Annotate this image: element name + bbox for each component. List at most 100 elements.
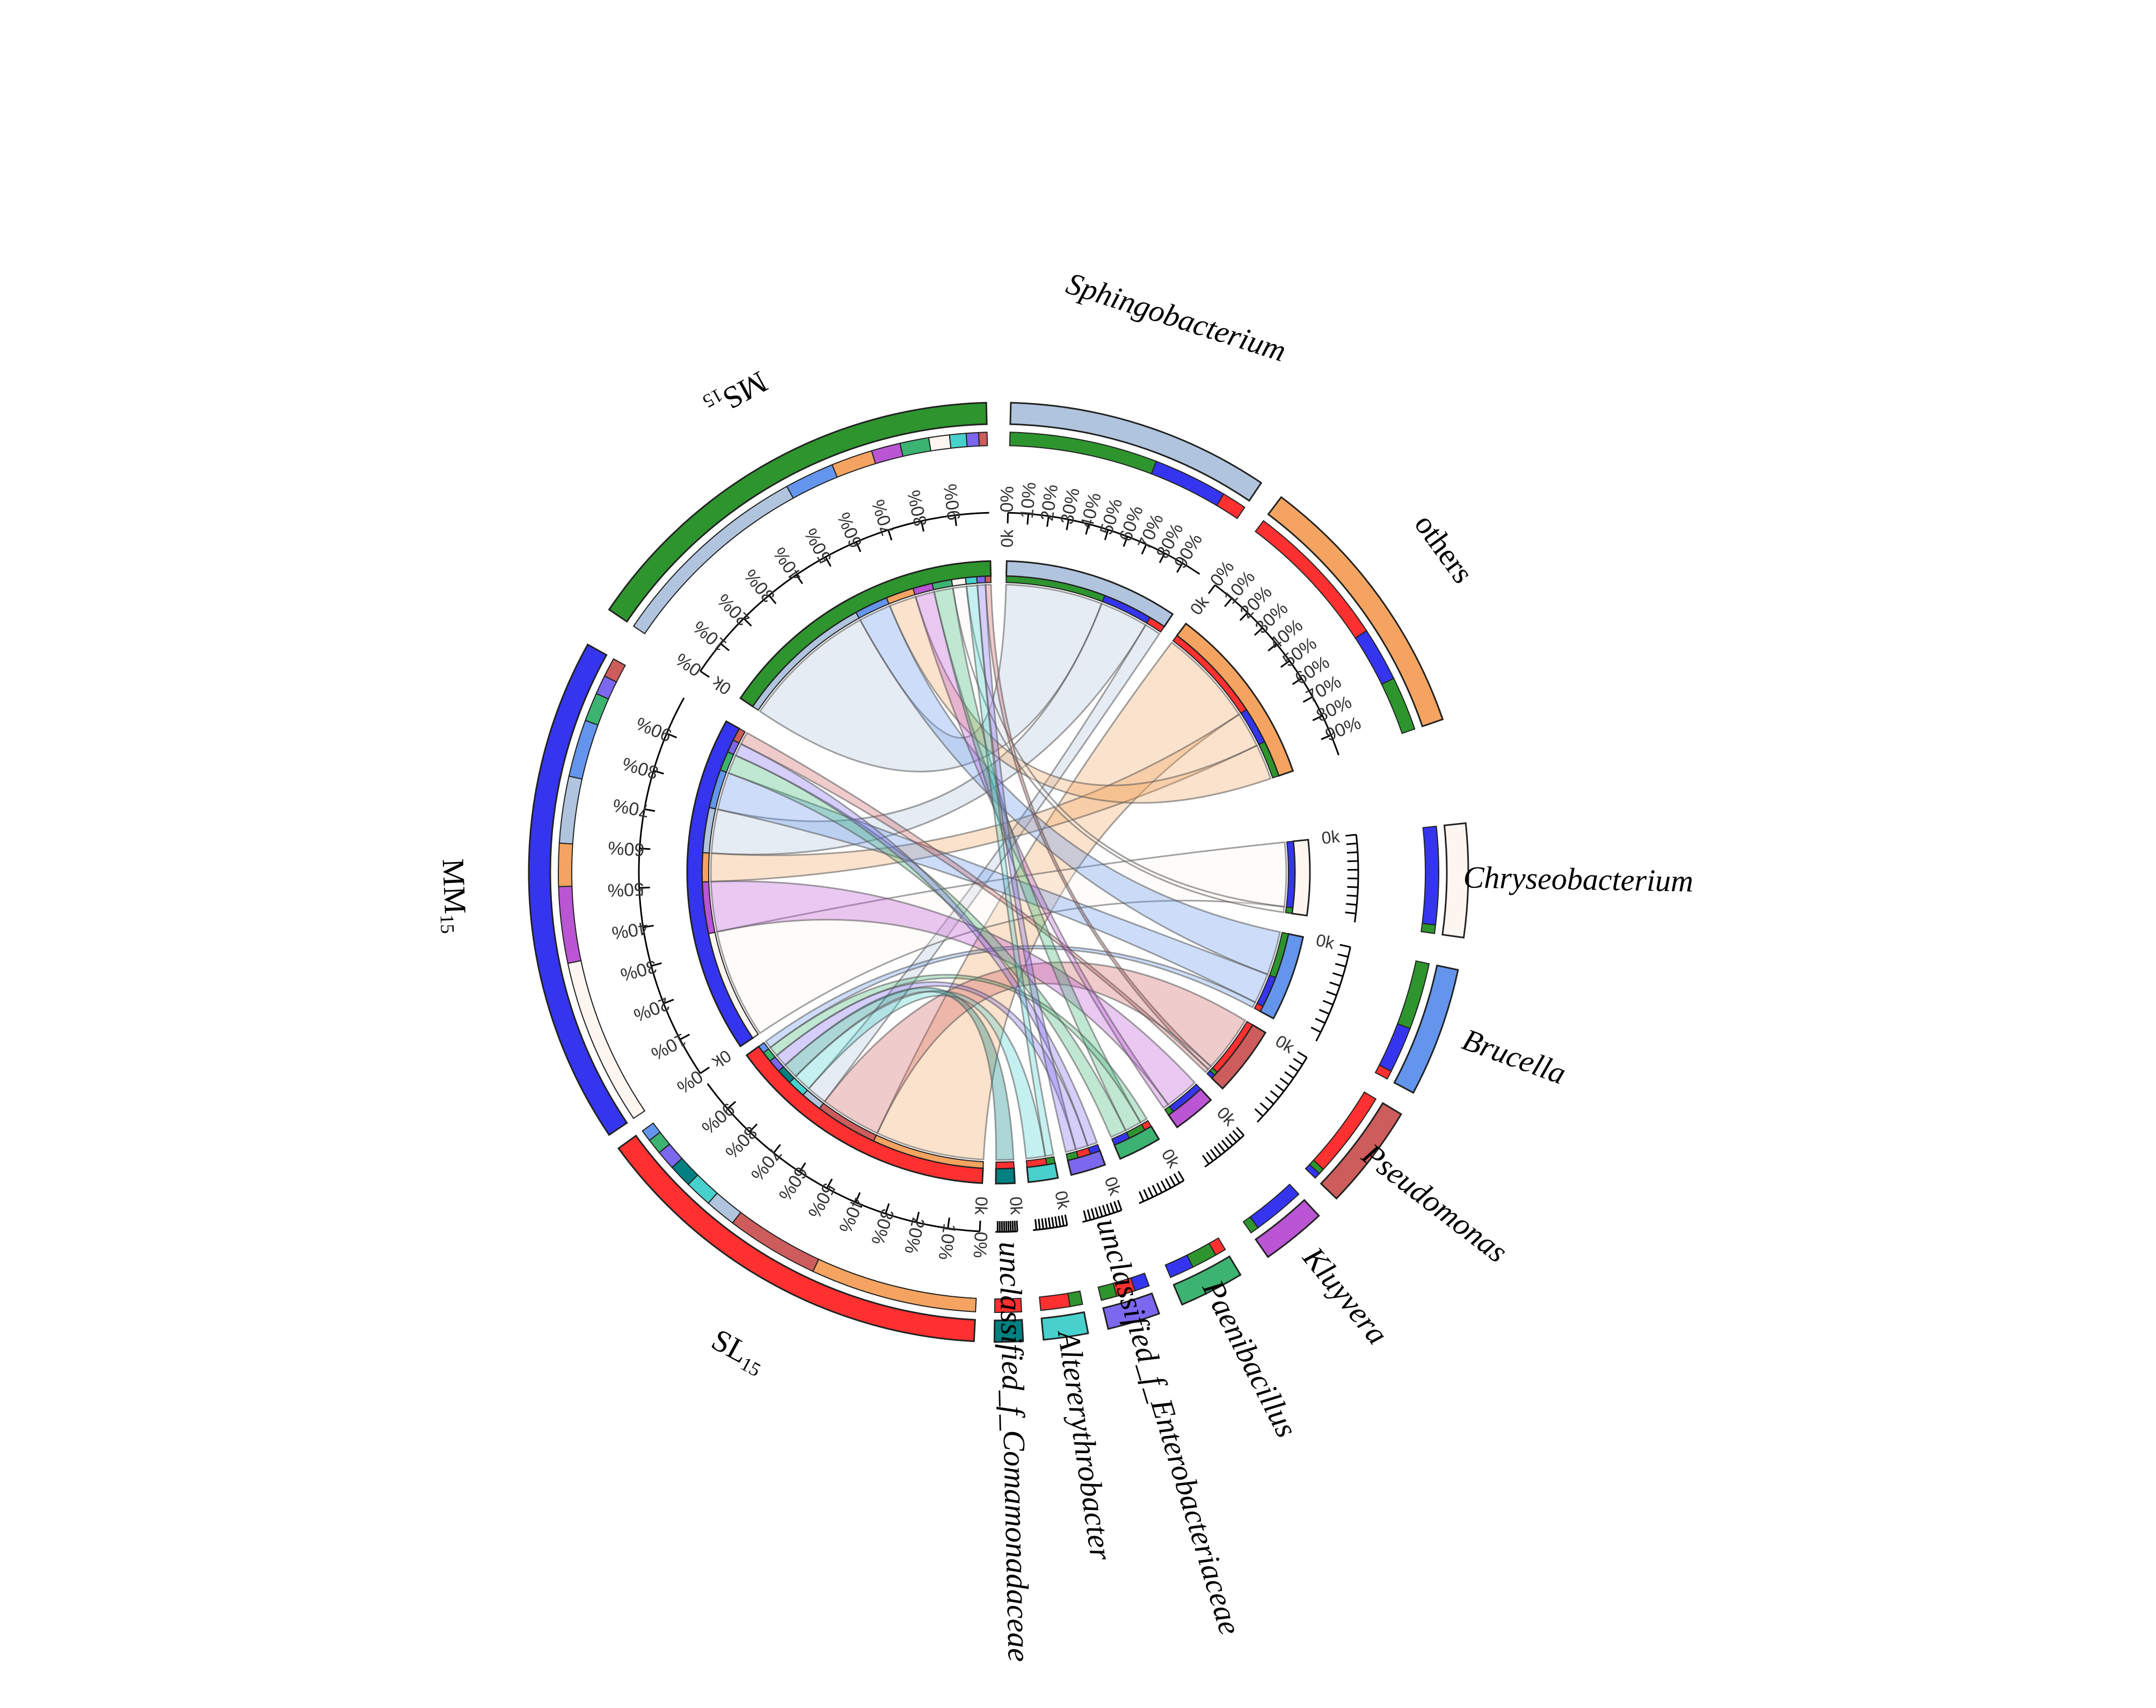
- stack-segment-ms-unclassified-f-enterobacteriaceae: [965, 432, 980, 448]
- tick-sphingobacterium-3: [1066, 519, 1070, 530]
- zero-label-unclassified-f-comamonadaceae: 0k: [1006, 1196, 1026, 1216]
- tick-altererythrobacter-1: [1061, 1215, 1065, 1227]
- tick-altererythrobacter-8: [1038, 1218, 1041, 1230]
- tick-unclassified-f-enterobacteriaceae-1: [1113, 1201, 1119, 1212]
- stack-segment-mm-paenibacillus: [585, 692, 609, 726]
- outer-band-ms: [608, 402, 988, 623]
- stack-segment-chryseobacterium-mm: [1422, 826, 1439, 926]
- stack-segment-mm-sphingobacterium: [558, 775, 583, 845]
- stack-segment-mm-kluyvera: [558, 885, 582, 964]
- tick-unclassified-f-enterobacteriaceae-0: [1117, 1200, 1123, 1211]
- inner-stripe-ms-pseudomonas: [985, 575, 992, 583]
- pct-label-ms-9: 90%: [940, 483, 965, 521]
- tick-mm-5: [639, 886, 650, 889]
- inner-stripe-ms-altererythrobacter: [965, 576, 978, 585]
- stack-segment-sl-brucella: [642, 1122, 661, 1141]
- tick-brucella-5: [1326, 990, 1337, 996]
- tick-kluyvera-5: [1217, 1143, 1226, 1152]
- ribbon-mm-others: [710, 713, 1258, 883]
- ribbon-sl-paenibacillus: [769, 974, 1148, 1124]
- pct-label-mm-3: 30%: [618, 956, 659, 985]
- tick-others-3: [1254, 627, 1263, 636]
- zero-label-ms: 0k: [708, 673, 734, 699]
- stack-segment-ms-chryseobacterium: [928, 434, 952, 452]
- sector-name-paenibacillus: Paenibacillus: [1196, 1274, 1305, 1443]
- pct-label-mm-1: 10%: [648, 1029, 690, 1064]
- tick-others-1: [1224, 597, 1233, 607]
- stack-segment-brucella-sl: [1374, 1064, 1392, 1080]
- pct-label-mm-7: 70%: [611, 794, 651, 821]
- zero-label-others: 0k: [1186, 592, 1213, 618]
- sector-name-mm: MM15: [434, 858, 474, 934]
- tick-axis-brucella: [1315, 946, 1351, 1042]
- pct-label-ms-2: 20%: [713, 589, 754, 630]
- outer-band-mm: [528, 643, 628, 1136]
- tick-axis-sphingobacterium: [1008, 512, 1200, 575]
- pct-label-ms-7: 70%: [868, 497, 899, 538]
- pct-label-ms-8: 80%: [904, 488, 931, 528]
- stack-segment-paenibacillus-mm: [1164, 1254, 1194, 1279]
- sector-name-unclassified-f-comamonadaceae: unclassified_f_Comamonadaceae: [993, 1242, 1037, 1662]
- pct-label-sphingobacterium-2: 20%: [1037, 483, 1062, 522]
- tick-chryseobacterium-8: [1346, 903, 1357, 906]
- tick-sphingobacterium-8: [1159, 553, 1166, 564]
- stack-segment-ms-others: [831, 450, 876, 478]
- outer-band-sl: [617, 1134, 976, 1342]
- pct-label-mm-2: 20%: [631, 993, 672, 1025]
- tick-kluyvera-3: [1225, 1136, 1234, 1146]
- outer-band-pseudomonas: [1320, 1102, 1403, 1200]
- tick-altererythrobacter-7: [1041, 1218, 1044, 1229]
- ribbon-mm-brucella: [717, 772, 1269, 1004]
- ribbon-ms-altererythrobacter: [965, 584, 1055, 1157]
- ribbon-mm-kluyvera: [710, 880, 1196, 1106]
- tick-pseudomonas-3: [1284, 1071, 1294, 1079]
- pct-label-ms-6: 60%: [833, 509, 866, 551]
- inner-stripe-altererythrobacter-sl: [1025, 1157, 1047, 1168]
- tick-altererythrobacter-4: [1051, 1217, 1054, 1228]
- pct-label-sl-0: 0%: [969, 1231, 991, 1259]
- tick-paenibacillus-3: [1164, 1178, 1172, 1188]
- tick-pseudomonas-7: [1265, 1096, 1274, 1105]
- outer-band-unclassified-f-comamonadaceae: [993, 1319, 1024, 1343]
- tick-kluyvera-0: [1236, 1127, 1245, 1136]
- tick-axis-pseudomonas: [1256, 1057, 1308, 1123]
- inner-stripe-mm-others: [702, 852, 710, 883]
- inner-stripe-altererythrobacter-ms: [1045, 1156, 1056, 1165]
- tick-altererythrobacter-3: [1054, 1216, 1058, 1228]
- sector-name-kluyvera: Kluyvera: [1296, 1240, 1395, 1351]
- zero-label-kluyvera: 0k: [1213, 1103, 1240, 1130]
- tick-chryseobacterium-1: [1346, 842, 1357, 845]
- inner-stripe-unclassified-f-comamonadaceae-sl: [995, 1161, 1015, 1169]
- tick-unclassified-f-comamonadaceae-3: [1009, 1221, 1012, 1232]
- ribbon-ms-pseudomonas: [985, 583, 1212, 1071]
- tick-brucella-3: [1332, 972, 1343, 977]
- sector-name-pseudomonas: Pseudomonas: [1356, 1136, 1514, 1269]
- outer-band-sphingobacterium: [1009, 402, 1263, 502]
- pct-label-ms-1: 10%: [689, 617, 731, 656]
- tick-paenibacillus-6: [1152, 1185, 1159, 1195]
- stack-segment-kluyvera-ms: [1242, 1216, 1259, 1234]
- outer-band-unclassified-f-enterobacteriaceae: [1102, 1292, 1161, 1330]
- pct-label-sphingobacterium-1: 10%: [1017, 481, 1040, 520]
- tick-sl-8: [749, 1123, 758, 1133]
- tick-others-9: [1321, 734, 1332, 740]
- pct-label-sl-3: 30%: [867, 1206, 898, 1247]
- ribbon-ms-kluyvera: [914, 590, 1170, 1110]
- tick-ms-6: [855, 542, 862, 552]
- tick-unclassified-f-enterobacteriaceae-3: [1105, 1203, 1111, 1215]
- tick-altererythrobacter-0: [1064, 1214, 1068, 1225]
- tick-axis-others: [1214, 584, 1339, 756]
- tick-ms-2: [743, 618, 752, 627]
- inner-stripe-ms-chryseobacterium: [951, 577, 967, 587]
- tick-mm-8: [653, 770, 664, 775]
- outer-band-altererythrobacter: [1040, 1311, 1089, 1341]
- tick-kluyvera-2: [1228, 1133, 1237, 1143]
- inner-stripe-mm-pseudomonas: [732, 728, 746, 744]
- inner-stripe-kluyvera-ms: [1164, 1105, 1174, 1116]
- tick-sphingobacterium-7: [1141, 544, 1147, 554]
- tick-paenibacillus-2: [1169, 1176, 1176, 1186]
- sector-name-sub-ms: 15: [699, 384, 726, 412]
- stack-segment-ms-pseudomonas: [978, 432, 988, 447]
- ribbon-mm-unclassified-f-enterobacteriaceae: [734, 742, 1098, 1147]
- tick-chryseobacterium-9: [1345, 911, 1356, 915]
